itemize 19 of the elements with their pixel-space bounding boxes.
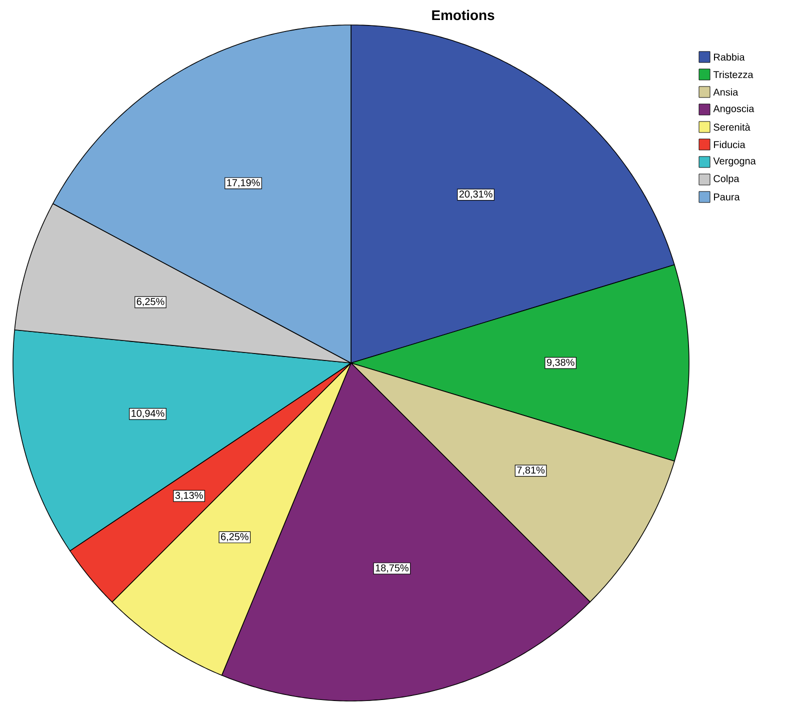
data-label: 10,94% bbox=[132, 410, 164, 418]
legend-label: Tristezza bbox=[713, 70, 754, 78]
data-label: 6,25% bbox=[136, 298, 164, 306]
data-label: 17,19% bbox=[227, 179, 260, 188]
data-label: 20,31% bbox=[459, 190, 492, 199]
data-label: 6,25% bbox=[221, 533, 248, 542]
legend-label: Angoscia bbox=[713, 104, 754, 114]
data-label: 9,38% bbox=[546, 358, 574, 368]
data-label: 7,81% bbox=[517, 466, 545, 475]
chart-title: Emotions bbox=[432, 10, 494, 20]
legend-label: Rabbia bbox=[714, 53, 745, 61]
data-label: 18,75% bbox=[376, 564, 408, 573]
legend-label: Fiducia bbox=[714, 140, 746, 148]
data-label: 3,13% bbox=[175, 492, 203, 500]
legend-label: Colpa bbox=[714, 174, 740, 184]
legend-label: Paura bbox=[714, 194, 740, 200]
legend-label: Vergogna bbox=[713, 158, 756, 166]
legend-label: Ansia bbox=[713, 88, 738, 96]
legend-label: Serenità bbox=[714, 123, 750, 131]
